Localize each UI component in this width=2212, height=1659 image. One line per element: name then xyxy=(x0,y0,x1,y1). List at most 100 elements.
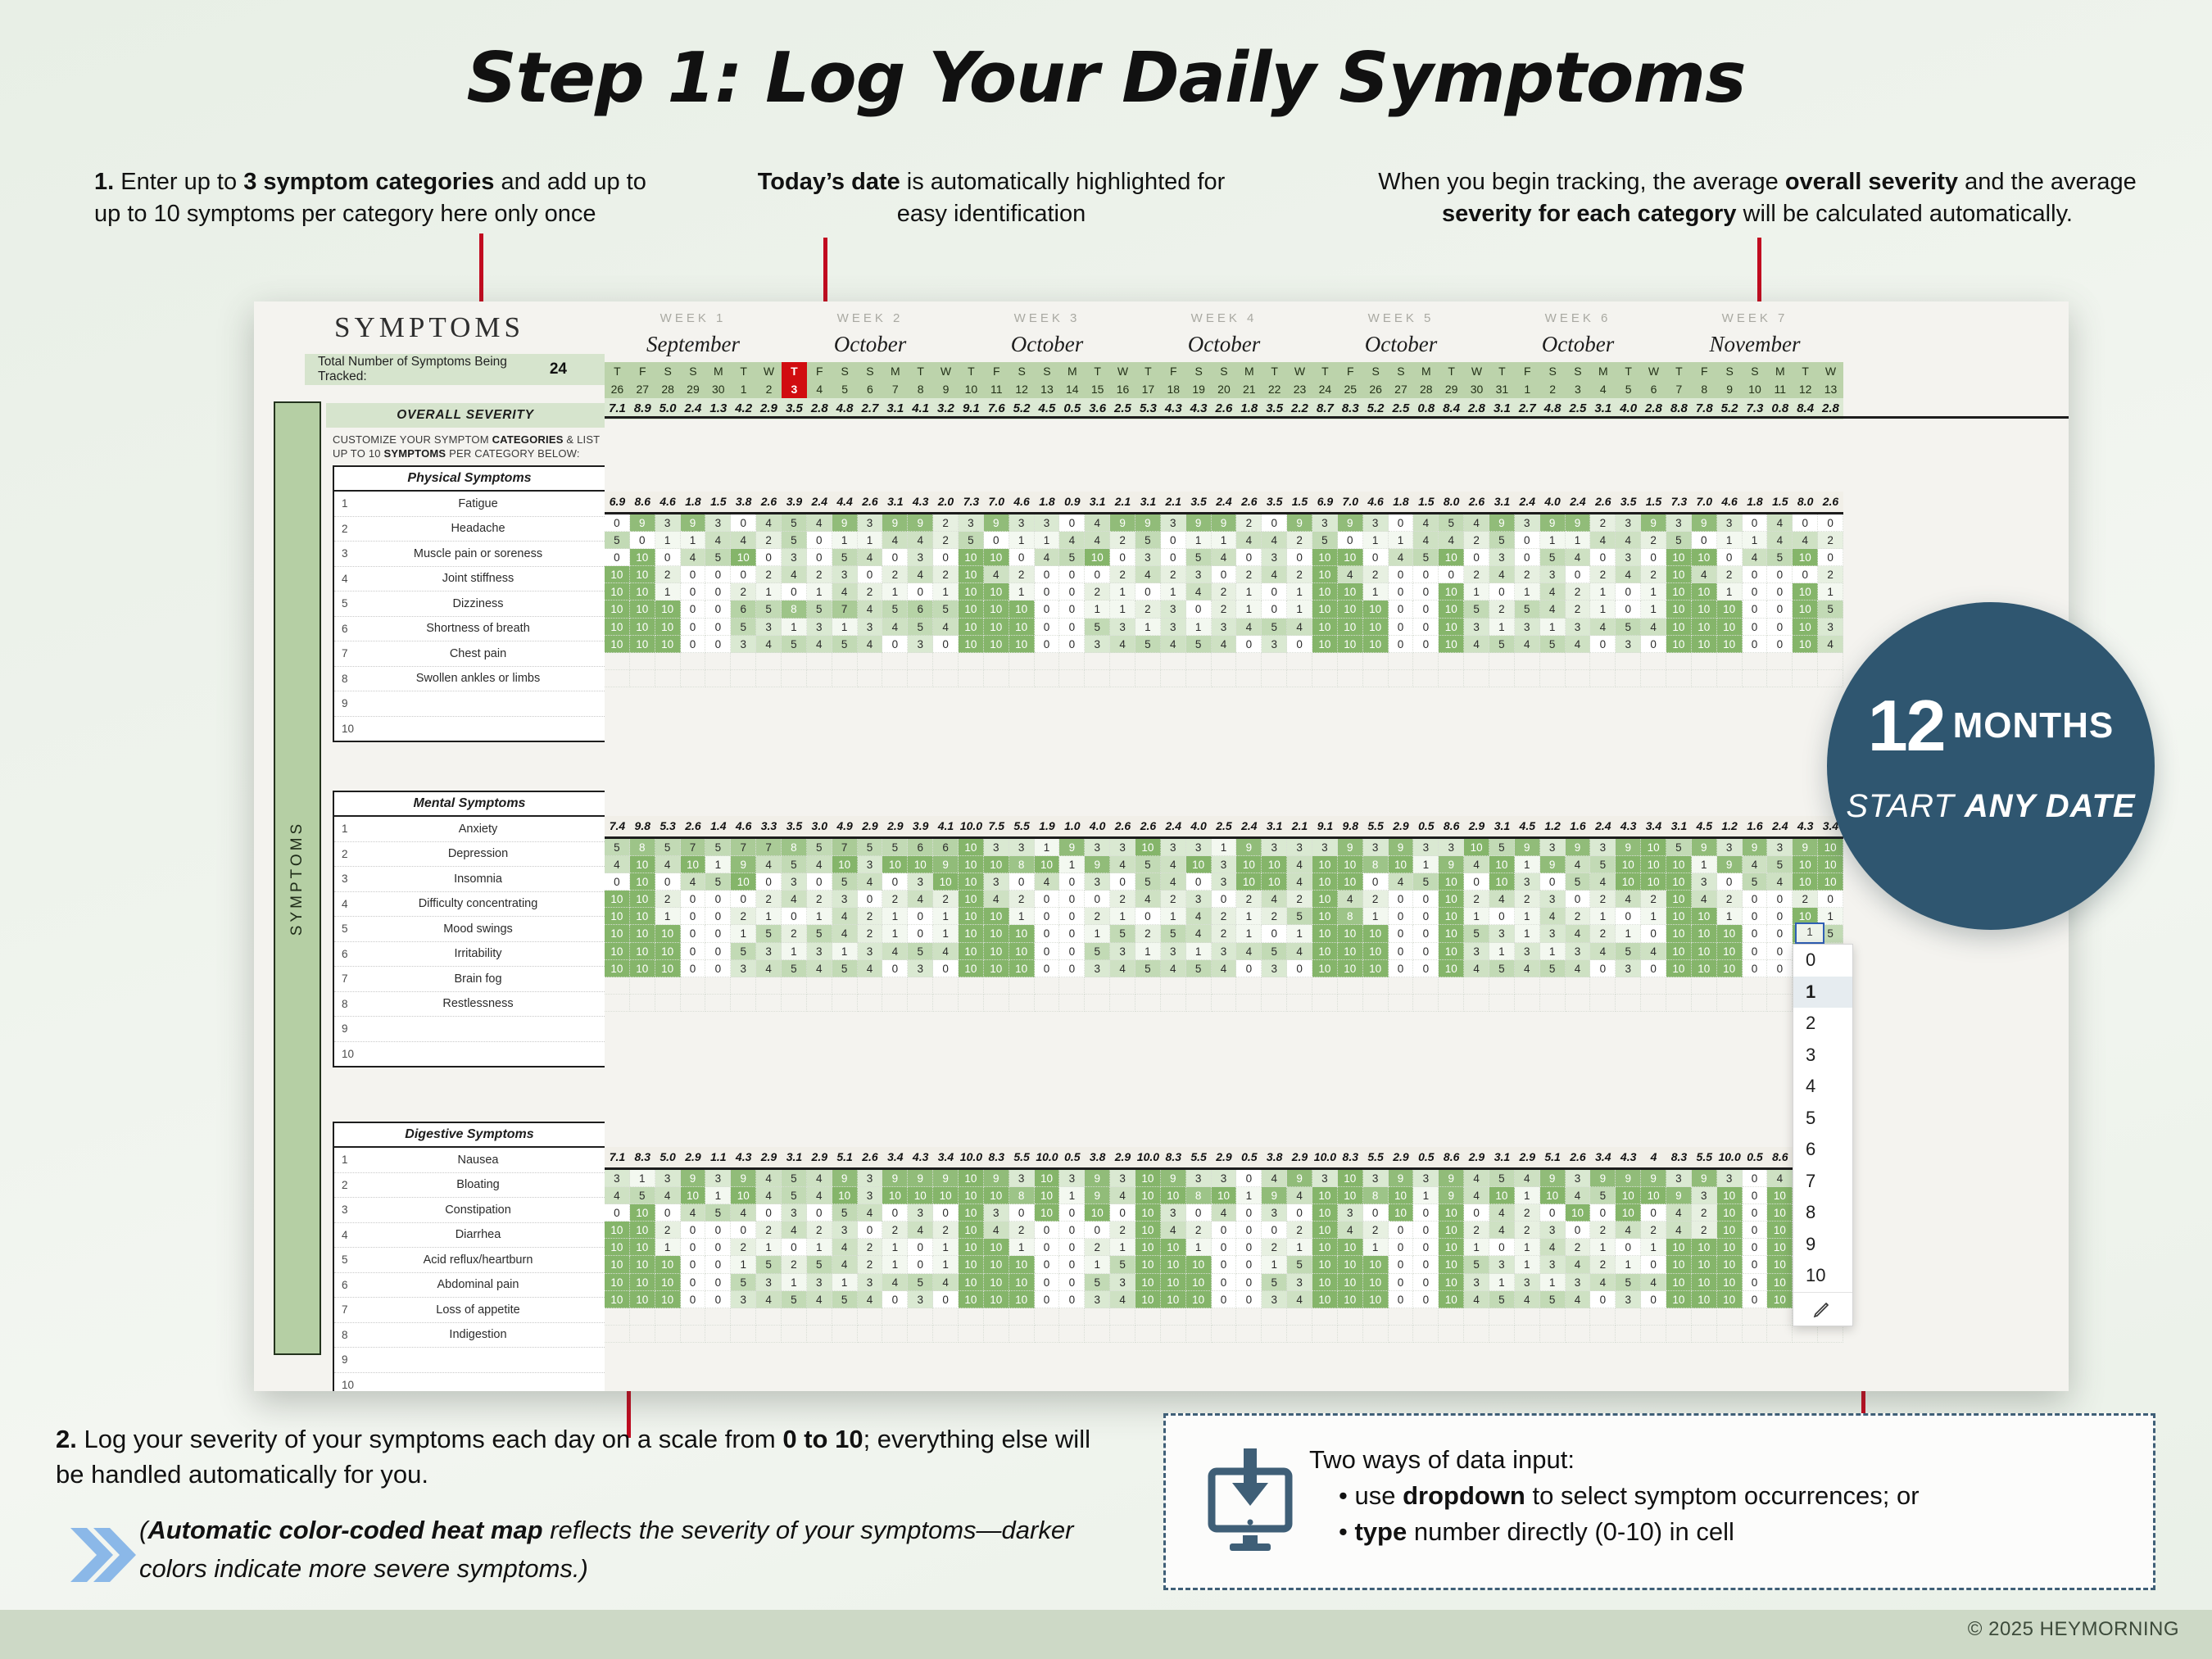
heatmap-cell[interactable]: 5 xyxy=(782,635,807,653)
heatmap-cell[interactable] xyxy=(1388,670,1414,688)
heatmap-cell[interactable]: 0 xyxy=(1413,1239,1439,1257)
heatmap-cell[interactable]: 2 xyxy=(1085,1239,1111,1257)
heatmap-cell[interactable]: 3 xyxy=(832,891,858,909)
heatmap-cell[interactable]: 0 xyxy=(1059,514,1086,532)
heatmap-cell[interactable]: 2 xyxy=(782,1256,807,1274)
heatmap-cell[interactable] xyxy=(1160,995,1186,1013)
heatmap-cell[interactable]: 10 xyxy=(1312,959,1338,977)
heatmap-cell[interactable]: 4 xyxy=(1514,1290,1540,1308)
heatmap-cell[interactable]: 3 xyxy=(983,838,1009,856)
heatmap-cell[interactable]: 0 xyxy=(705,583,732,601)
heatmap-cell[interactable]: 5 xyxy=(782,1169,807,1187)
heatmap-cell[interactable]: 1 xyxy=(1185,942,1212,960)
date-row[interactable]: 7 8 9 10 11 12 13 xyxy=(1666,380,1843,398)
heatmap-cell[interactable]: 4 xyxy=(756,1186,782,1204)
heatmap-cell[interactable]: 0 xyxy=(1767,635,1793,653)
heatmap-row[interactable] xyxy=(1666,653,1844,671)
heatmap-cell[interactable]: 0 xyxy=(731,1222,757,1240)
heatmap-cell[interactable]: 0 xyxy=(680,959,706,977)
heatmap-cell[interactable]: 8 xyxy=(1362,855,1389,873)
date-number[interactable]: 9 xyxy=(1726,383,1733,396)
heatmap-cell[interactable]: 0 xyxy=(1716,873,1743,891)
heatmap-cell[interactable]: 3 xyxy=(1362,514,1389,532)
heatmap-cell[interactable]: 3 xyxy=(1616,514,1642,532)
heatmap-cell[interactable] xyxy=(1616,670,1642,688)
heatmap-cell[interactable]: 5 xyxy=(1413,548,1439,567)
heatmap-cell[interactable]: 10 xyxy=(1337,548,1363,567)
heatmap-cell[interactable]: 0 xyxy=(1716,548,1743,567)
heatmap-cell[interactable]: 4 xyxy=(882,618,909,636)
heatmap-cell[interactable]: 5 xyxy=(1539,1290,1566,1308)
heatmap-row[interactable]: 10 10 8 10 1 9 4 xyxy=(1135,1186,1313,1204)
heatmap-cell[interactable]: 1 xyxy=(1691,855,1717,873)
heatmap-cell[interactable]: 0 xyxy=(1388,959,1414,977)
heatmap-cell[interactable]: 4 xyxy=(655,855,681,873)
heatmap-cell[interactable] xyxy=(1185,995,1212,1013)
heatmap-cell[interactable] xyxy=(983,1326,1009,1344)
heatmap-cell[interactable]: 10 xyxy=(1691,618,1717,636)
heatmap-cell[interactable]: 10 xyxy=(1337,1186,1363,1204)
heatmap-cell[interactable] xyxy=(908,995,934,1013)
heatmap-cell[interactable]: 0 xyxy=(908,925,934,943)
heatmap-cell[interactable]: 10 xyxy=(1337,635,1363,653)
heatmap-cell[interactable]: 0 xyxy=(1287,548,1313,567)
heatmap-cell[interactable]: 4 xyxy=(806,855,832,873)
heatmap-cell[interactable]: 4 xyxy=(1464,959,1490,977)
heatmap-row[interactable] xyxy=(1312,653,1490,671)
symptom-name[interactable]: Shortness of breath xyxy=(426,622,530,636)
heatmap-cell[interactable]: 10 xyxy=(1262,855,1288,873)
heatmap-cell[interactable] xyxy=(1034,995,1060,1013)
heatmap-cell[interactable]: 0 xyxy=(1085,566,1111,584)
heatmap-cell[interactable]: 9 xyxy=(933,855,959,873)
heatmap-week-column[interactable]: 3.1 2.4 4.0 2.4 2.6 3.5 1.5 9 3 9 9 2 3 9 5 0 1 1 4 4 2 3 0 5 4 0… xyxy=(1489,492,1667,688)
date-number[interactable]: 10 xyxy=(1748,383,1761,396)
heatmap-cell[interactable]: 9 xyxy=(1439,1186,1465,1204)
heatmap-cell[interactable]: 1 xyxy=(1539,942,1566,960)
heatmap-row[interactable]: 0 10 0 4 5 10 0 xyxy=(605,873,782,891)
heatmap-row[interactable] xyxy=(1135,977,1313,995)
heatmap-cell[interactable]: 0 xyxy=(1236,1239,1262,1257)
heatmap-cell[interactable]: 3 xyxy=(1211,1169,1237,1187)
heatmap-cell[interactable] xyxy=(1464,670,1490,688)
heatmap-cell[interactable]: 10 xyxy=(959,942,984,960)
heatmap-cell[interactable]: 4 xyxy=(1590,942,1616,960)
heatmap-cell[interactable]: 10 xyxy=(1337,1239,1363,1257)
heatmap-cell[interactable]: 2 xyxy=(655,566,681,584)
heatmap-cell[interactable]: 5 xyxy=(882,601,909,619)
heatmap-cell[interactable] xyxy=(1616,1308,1642,1326)
heatmap-cell[interactable]: 10 xyxy=(1439,635,1465,653)
heatmap-cell[interactable]: 3 xyxy=(1362,1169,1389,1187)
date-number[interactable]: 28 xyxy=(1420,383,1433,396)
heatmap-cell[interactable] xyxy=(1236,1326,1262,1344)
symptom-row[interactable]: 8 Restlessness xyxy=(334,991,605,1017)
symptom-name[interactable]: Insomnia xyxy=(454,872,502,886)
heatmap-cell[interactable]: 1 xyxy=(1413,1186,1439,1204)
heatmap-cell[interactable]: 4 xyxy=(1287,942,1313,960)
heatmap-cell[interactable]: 10 xyxy=(1135,1290,1161,1308)
heatmap-cell[interactable]: 10 xyxy=(655,635,681,653)
heatmap-cell[interactable] xyxy=(1185,670,1212,688)
heatmap-cell[interactable]: 0 xyxy=(1641,1256,1667,1274)
heatmap-cell[interactable] xyxy=(1539,977,1566,995)
heatmap-cell[interactable]: 1 xyxy=(1716,531,1743,549)
heatmap-cell[interactable] xyxy=(1312,653,1338,671)
heatmap-cell[interactable]: 3 xyxy=(1539,838,1566,856)
heatmap-cell[interactable] xyxy=(1767,995,1793,1013)
heatmap-cell[interactable] xyxy=(1034,977,1060,995)
heatmap-cell[interactable]: 10 xyxy=(1439,908,1465,926)
heatmap-row[interactable]: 10 4 2 0 0 0 2 xyxy=(1312,566,1490,584)
heatmap-cell[interactable]: 0 xyxy=(680,618,706,636)
symptom-row[interactable]: 3 Constipation xyxy=(334,1198,605,1223)
heatmap-cell[interactable]: 4 xyxy=(605,1186,630,1204)
heatmap-cell[interactable]: 10 xyxy=(1337,583,1363,601)
heatmap-cell[interactable] xyxy=(1185,977,1212,995)
heatmap-cell[interactable]: 0 xyxy=(1236,1256,1262,1274)
heatmap-cell[interactable]: 4 xyxy=(1388,548,1414,567)
heatmap-cell[interactable]: 1 xyxy=(1489,942,1515,960)
heatmap-row[interactable]: 10 10 8 10 1 9 4 xyxy=(1312,1186,1490,1204)
heatmap-cell[interactable] xyxy=(1489,670,1515,688)
